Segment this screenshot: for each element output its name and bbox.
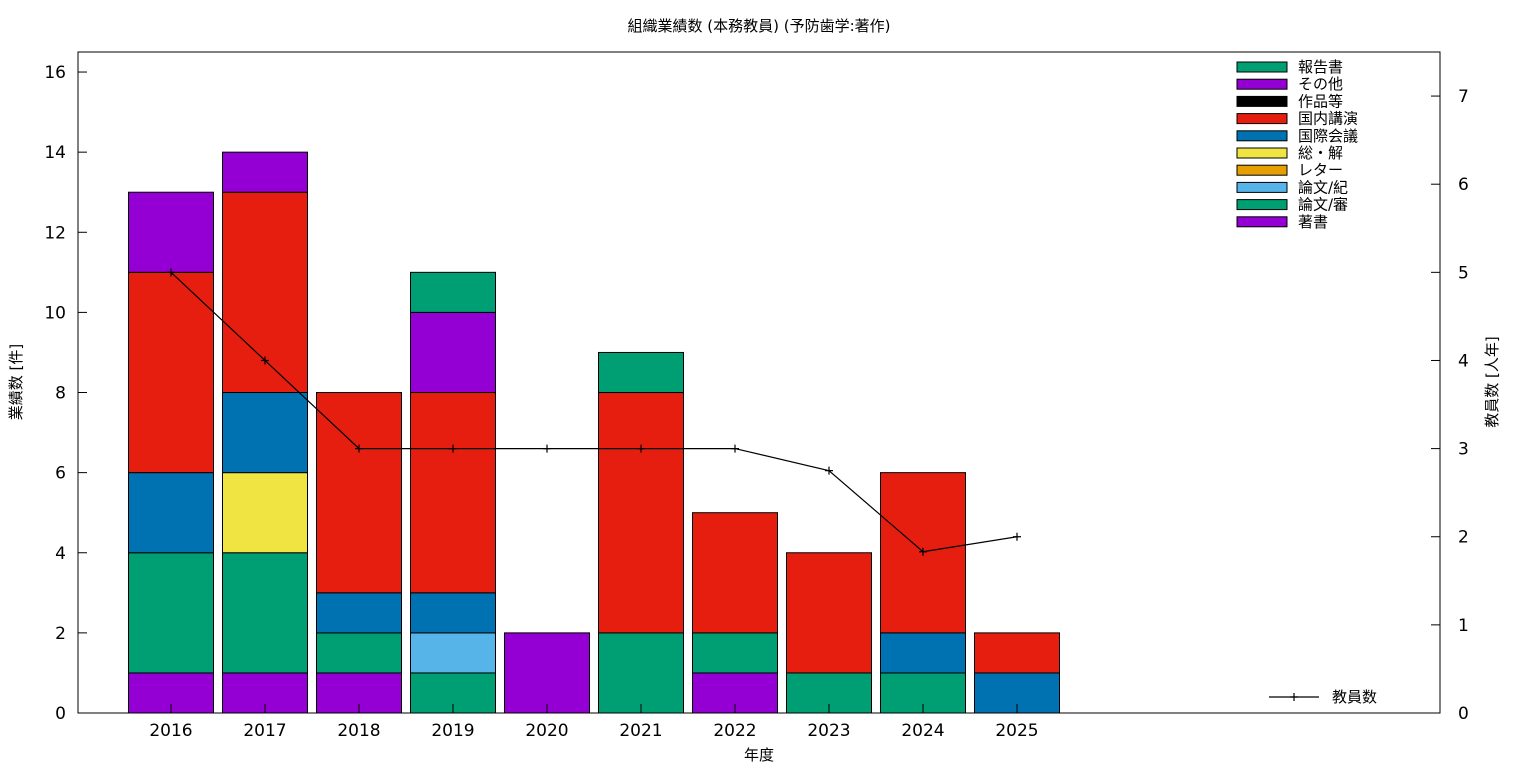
bar-segment [598,632,684,714]
x-tick-label: 2023 [807,721,850,741]
y2-axis-label: 教員数 [人年] [1483,336,1501,427]
legend-label: 作品等 [1298,92,1343,110]
legend-label: 国際会議 [1298,127,1358,145]
legend-label: 報告書 [1298,58,1343,76]
bar-segment [316,392,402,594]
y-tick-label: 0 [55,704,66,724]
line-series [170,271,1018,553]
bar-segment [974,632,1060,674]
bar-segment [410,392,496,594]
legend-swatch [1236,199,1288,211]
line-point [825,466,833,475]
y2-tick-label: 2 [1458,528,1469,548]
bar-segment [128,271,214,474]
legend-label: 国内講演 [1298,110,1358,128]
x-tick-label: 2020 [525,721,568,741]
legend-label: レター [1298,161,1343,179]
legend-label: 著書 [1298,213,1328,231]
bar-segment [128,552,214,674]
bar-segment [316,632,402,674]
legend-swatch [1236,78,1288,90]
bar-segment [504,632,590,714]
legend-label: 総・解 [1298,144,1343,162]
line-point [449,444,457,453]
bar-segment [598,351,684,394]
legend-label: 論文/審 [1298,196,1348,214]
legend-line-label: 教員数 [1332,688,1377,706]
line-point [261,356,269,365]
line-layer [167,268,1021,556]
bar-segment [410,311,496,394]
y-tick-label: 14 [44,143,66,163]
bar-segment [880,632,966,674]
y2-tick-label: 0 [1458,704,1469,724]
y2-tick-label: 7 [1458,87,1469,107]
bar-segment [128,472,214,554]
bar-segment [410,592,496,634]
legend-label: その他 [1298,75,1343,93]
bar-segment [410,271,496,313]
bar-segment [222,472,308,554]
plot-border [77,51,1441,714]
y-tick-label: 2 [55,624,66,644]
legend-swatch [1236,130,1288,142]
line-point [919,547,927,556]
x-tick-label: 2021 [619,721,662,741]
legend-swatch [1236,95,1288,107]
line-point [543,444,551,453]
y-tick-label: 10 [44,303,66,323]
line-point [1013,532,1021,541]
y2-tick-label: 3 [1458,440,1469,460]
legend-line-marker [1290,693,1298,701]
legend-swatch [1236,147,1288,159]
x-tick-label: 2018 [337,721,380,741]
y2-tick-label: 4 [1458,351,1469,371]
bar-segment [222,151,308,193]
chart-title: 組織業績数 (本務教員) (予防歯学:著作) [628,17,891,35]
bar-segment [222,552,308,674]
y-tick-label: 8 [55,384,66,404]
y-axis-label: 業績数 [件] [7,344,25,420]
bar-segment [786,552,872,674]
bar-segment [316,592,402,634]
legend-swatch [1236,113,1288,125]
line-point [637,444,645,453]
y-tick-label: 6 [55,464,66,484]
x-tick-label: 2022 [713,721,756,741]
x-tick-label: 2017 [243,721,286,741]
bar-segment [692,512,778,634]
bar-segment [128,191,214,273]
bar-segment [222,392,308,474]
x-tick-label: 2024 [901,721,944,741]
line-point [167,268,175,277]
x-axis-label: 年度 [744,746,774,764]
y2-tick-label: 6 [1458,175,1469,195]
x-tick-label: 2019 [431,721,474,741]
y-tick-label: 4 [55,544,66,564]
bar-layer [128,151,1060,714]
bar-segment [692,632,778,674]
legend-swatch [1236,181,1288,193]
bar-segment [598,392,684,634]
legend-swatch [1236,61,1288,73]
x-tick-label: 2016 [149,721,192,741]
y-tick-label: 16 [44,63,66,83]
legend-swatch [1236,164,1288,176]
bar-segment [410,632,496,674]
legend-swatch [1236,216,1288,228]
legend-label: 論文/紀 [1298,178,1348,196]
x-tick-label: 2025 [995,721,1038,741]
line-point [355,444,363,453]
y-tick-label: 12 [44,223,66,243]
y2-tick-label: 5 [1458,263,1469,283]
y2-tick-label: 1 [1458,616,1469,636]
line-point [731,444,739,453]
